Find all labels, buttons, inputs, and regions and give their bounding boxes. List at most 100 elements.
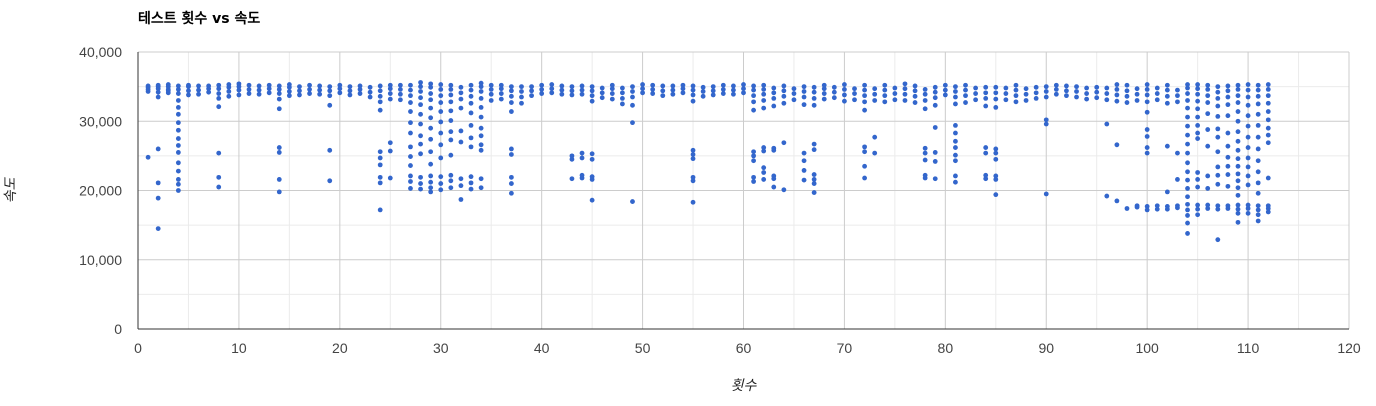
data-point [1043,89,1049,94]
data-point [418,174,423,180]
data-point [448,152,454,158]
data-point [377,162,383,168]
data-point [266,86,272,92]
data-point [216,174,222,180]
data-point [973,97,979,103]
data-point [1255,87,1261,93]
data-point [1205,111,1211,117]
data-point [589,84,595,90]
data-point [1225,113,1231,119]
data-point [216,104,222,110]
data-point [821,96,827,102]
data-point [953,173,958,179]
x-tick-label: 40 [534,340,550,356]
data-point [448,129,454,135]
data-point [175,150,181,155]
data-point [1053,86,1059,92]
data-point [932,150,938,155]
data-point [387,140,393,146]
data-point [1164,100,1170,106]
data-point [216,150,222,156]
data-point [307,86,312,92]
data-point [448,178,454,184]
data-point [1265,82,1271,87]
data-point [831,95,837,101]
data-point [317,83,323,89]
data-point [811,95,817,101]
data-point [670,91,676,97]
data-point [932,159,938,164]
data-point [519,100,524,106]
data-point [428,161,434,167]
x-tick-label: 70 [837,340,853,356]
data-point [529,84,534,90]
data-point [761,98,767,103]
data-point [1003,97,1009,103]
data-point [569,153,575,159]
data-point [347,92,353,98]
data-point [1164,189,1170,195]
data-point [1185,141,1190,147]
data-point [1154,91,1160,96]
data-point [912,93,918,99]
data-point [1245,134,1251,140]
data-point [1185,91,1190,96]
data-point [408,173,413,179]
data-point [1235,138,1241,144]
data-point [751,87,756,93]
data-point [1033,84,1039,90]
data-point [852,91,857,96]
data-point [741,82,746,87]
data-point [569,88,575,94]
data-point [276,83,282,89]
data-points [145,80,1271,243]
data-point [196,83,201,89]
data-point [468,87,474,93]
data-point [801,94,807,100]
data-point [922,157,928,163]
y-tick-label: 30,000 [79,113,122,129]
data-point [438,82,444,87]
data-point [438,155,444,161]
data-point [498,96,504,102]
data-point [1195,202,1201,208]
data-point [468,123,474,128]
data-point [801,89,807,94]
data-point [660,88,666,94]
data-point [650,91,656,96]
data-point [478,176,484,182]
data-point [327,178,333,184]
data-point [1144,109,1150,115]
data-point [1265,100,1271,106]
data-point [438,187,444,193]
data-point [932,125,938,130]
data-point [1235,156,1241,162]
data-point [1185,194,1190,200]
data-point [387,91,393,96]
data-point [589,93,595,99]
data-point [710,88,716,94]
data-point [175,86,181,92]
data-point [226,82,232,87]
data-point [801,168,807,173]
data-point [286,93,292,99]
data-point [438,181,444,186]
data-point [953,152,958,158]
data-point [1185,231,1190,236]
data-point [206,83,212,89]
data-point [620,90,625,96]
data-point [1225,172,1231,177]
data-point [882,87,888,93]
data-point [761,91,767,97]
data-point [1185,220,1190,226]
data-point [246,82,252,88]
data-point [297,92,302,98]
data-point [216,184,222,190]
data-point [377,88,383,94]
data-point [458,128,464,134]
data-point [1195,170,1201,175]
data-point [408,93,413,99]
data-point [842,92,847,98]
data-point [418,89,423,94]
